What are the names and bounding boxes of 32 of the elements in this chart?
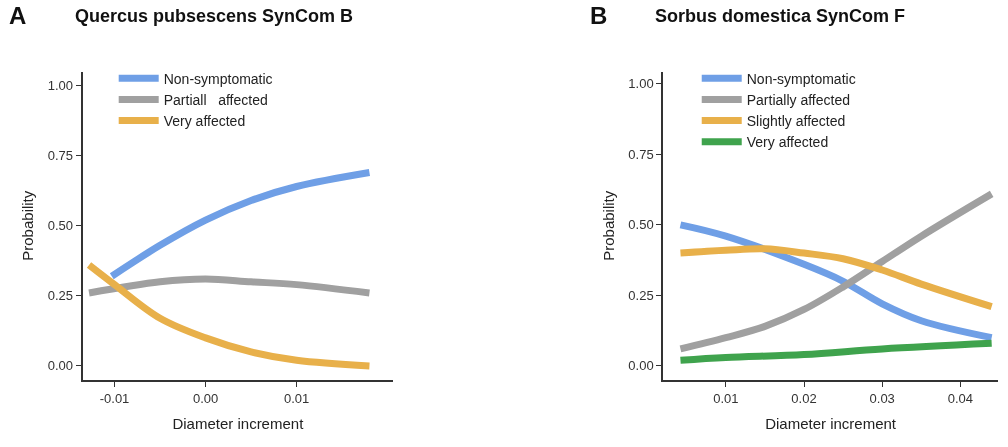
legend-label: Partially affected: [746, 91, 850, 108]
x-tick-label: 0.03: [869, 390, 895, 406]
x-tick-label: 0.02: [791, 390, 817, 406]
x-tick-label: 0.01: [283, 390, 310, 406]
legend-label: Very affected: [163, 113, 246, 130]
y-tick-label: 0.75: [47, 148, 74, 164]
y-tick-label: 0.00: [47, 358, 74, 374]
y-tick-label: 0.25: [47, 288, 74, 304]
chart-title: Quercus pubsescens SynCom B: [75, 6, 354, 26]
legend-label: Non-symptomatic: [746, 70, 856, 87]
legend-label: Non-symptomatic: [163, 70, 273, 87]
y-tick-label: 0.50: [47, 218, 74, 234]
x-tick-label: 0.04: [947, 390, 974, 406]
legend-label: Slightly affected: [746, 113, 846, 130]
legend-label: Partiall affected: [163, 91, 268, 108]
y-tick-label: 1.00: [47, 78, 74, 94]
y-tick-label: 0.00: [628, 358, 654, 374]
y-tick-label: 0.25: [628, 287, 654, 303]
y-tick-label: 0.50: [628, 217, 654, 233]
x-tick-label: -0.01: [99, 390, 130, 406]
y-tick-label: 1.00: [628, 76, 654, 92]
y-axis-title: Probability: [19, 190, 37, 261]
x-tick-label: 0.01: [713, 390, 739, 406]
y-tick-label: 0.75: [628, 146, 654, 162]
y-axis-title: Probability: [600, 190, 618, 261]
x-axis-title: Diameter increment: [765, 415, 897, 433]
legend-label: Very affected: [746, 134, 829, 151]
text: A: [9, 2, 27, 29]
text: B: [590, 2, 608, 29]
x-tick-label: 0.00: [192, 390, 219, 406]
x-axis-title: Diameter increment: [172, 415, 305, 433]
chart-title: Sorbus domestica SynCom F: [655, 6, 906, 26]
